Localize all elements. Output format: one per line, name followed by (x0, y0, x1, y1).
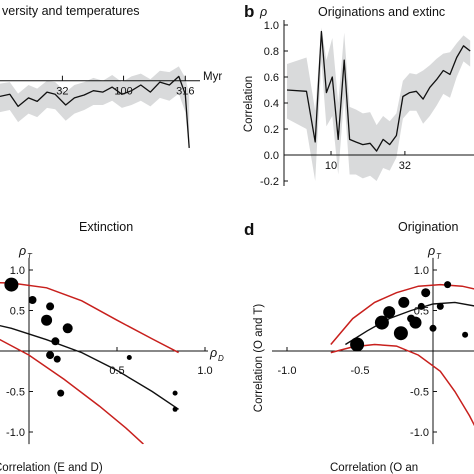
panel-c-point (28, 296, 37, 304)
panel-c-point (126, 355, 132, 360)
panel-c-xtick-label: 1.0 (197, 365, 212, 377)
panel-b-band (287, 27, 471, 181)
panel-d-point (409, 316, 422, 329)
panel-d-point (374, 315, 389, 330)
panel-c-lower-bound (0, 338, 144, 445)
panel-d-xtick-label: -0.5 (351, 365, 370, 377)
panel-a-unit-label: Myr (203, 71, 222, 83)
panel-c-rho-t: ρ (18, 244, 26, 258)
panel-d-point (421, 288, 431, 298)
panel-d-point (393, 326, 408, 341)
panel-b-ylabel: Correlation (243, 76, 255, 132)
panel-d-upper-bound (330, 283, 474, 345)
panel-a-title: versity and temperatures (2, 4, 140, 18)
panel-b-ytick-label: 1.0 (264, 20, 279, 32)
panel-d-ytick-label: -1.0 (410, 427, 429, 439)
panel-b-ytick-label: 0.8 (264, 46, 279, 58)
panel-a: versity and temperatures 32 100 316 Myr (0, 4, 222, 152)
panel-c-point (46, 351, 55, 360)
panel-d-title: Origination (398, 220, 458, 234)
panel-c-ytick-label: -1.0 (6, 427, 25, 439)
panel-c: Extinction ρ T ρ D Correlation (E and D)… (0, 220, 224, 474)
panel-b-title: Originations and extinc (318, 5, 445, 19)
panel-c-point (62, 323, 73, 334)
panel-c-rho-d: ρ (209, 346, 217, 360)
panel-c-point (41, 314, 53, 326)
panel-d-letter: d (244, 220, 254, 239)
panel-c-point (46, 302, 55, 311)
panel-c-ytick-label: -0.5 (6, 387, 25, 399)
panel-c-point (172, 390, 178, 396)
panel-c-point (57, 389, 65, 397)
panel-d-ytick-label: -0.5 (410, 387, 429, 399)
panel-d-point (436, 302, 444, 310)
panel-b: b ρ Originations and extinc Correlation … (243, 2, 474, 188)
panel-c-ytick-label: 0.5 (10, 306, 25, 318)
panel-b-xtick-label: 32 (399, 160, 411, 172)
panel-b-series-line (286, 30, 471, 152)
panel-d-point (383, 306, 396, 319)
panel-b-xtick-label: 10 (325, 160, 337, 172)
panel-c-upper-bound (0, 281, 179, 354)
panel-c-ytick-label: 1.0 (10, 265, 25, 277)
panel-c-point (4, 277, 19, 292)
panel-d: d Origination ρ T Correlation (O and T) … (244, 220, 474, 474)
panel-d-xlabel: Correlation (O an (330, 462, 418, 474)
panel-c-rho-d-sub: D (218, 354, 224, 363)
panel-d-xtick-label: -1.0 (278, 365, 297, 377)
panel-d-plot: -1.0-0.50.51.0-1.0-0.50.5 (272, 257, 474, 445)
panel-d-point (444, 281, 452, 289)
panel-d-ylabel: Correlation (O and T) (253, 304, 265, 413)
panel-d-ytick-label: 1.0 (414, 265, 429, 277)
panel-c-point (51, 337, 60, 346)
panel-a-tick-label: 32 (56, 86, 68, 98)
panel-b-ytick-label: 0.6 (264, 72, 279, 84)
panel-a-band (0, 66, 190, 152)
panel-d-point (417, 302, 425, 310)
panel-c-point (172, 406, 178, 412)
panel-d-lower-bound (330, 343, 474, 427)
panel-c-clipped (0, 277, 179, 445)
panel-d-point (350, 337, 365, 352)
panel-c-xlabel: Correlation (E and D) (0, 462, 103, 474)
panel-c-title: Extinction (79, 220, 133, 234)
panel-c-rho-t-sub: T (27, 252, 33, 261)
panel-c-plot: -1.0-0.50.51.00.5 1.0 (0, 257, 213, 445)
panel-b-ytick-label: -0.2 (260, 176, 279, 188)
panel-a-tick-label: 100 (114, 86, 132, 98)
panel-a-tick-label: 316 (176, 86, 194, 98)
panel-b-letter: b (244, 2, 254, 21)
panel-d-rho-t: ρ (427, 244, 435, 258)
panel-c-fit-curve (0, 324, 179, 410)
panel-d-rho-t-sub: T (436, 252, 442, 261)
panel-b-ytick-label: 0.0 (264, 150, 279, 162)
panel-c-point (53, 355, 61, 363)
panel-a-plot: 32 100 316 (0, 66, 200, 152)
panel-b-plot: -0.20.00.20.40.60.81.010321 (260, 20, 474, 188)
panel-a-series-line (0, 75, 190, 148)
panel-d-point (398, 296, 410, 308)
panel-d-clipped (330, 281, 474, 427)
panel-d-point (429, 324, 437, 332)
panel-d-point (462, 331, 469, 338)
panel-b-ytick-label: 0.4 (264, 98, 279, 110)
panel-b-ytick-label: 0.2 (264, 124, 279, 136)
panel-b-rho: ρ (259, 5, 267, 19)
